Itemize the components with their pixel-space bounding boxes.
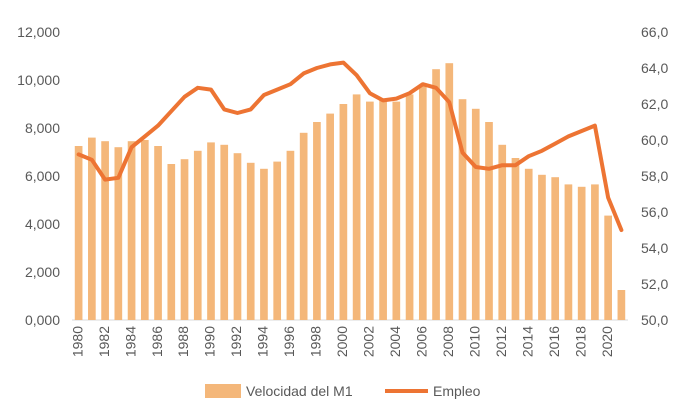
bar-2000 <box>339 104 348 320</box>
y-left-tick-label: 10,000 <box>17 72 60 88</box>
bar-1996 <box>286 150 295 320</box>
y-left-tick-label: 12,000 <box>17 24 60 40</box>
x-axis: 1980 1982 1984 1986 1988 1990 1992 1994 1996 1998… <box>69 326 615 357</box>
bar-2012 <box>498 144 507 320</box>
bar-2018 <box>577 186 586 320</box>
bar-2008 <box>445 63 454 320</box>
legend: Velocidad del M1 Empleo <box>205 383 481 399</box>
bar-1982 <box>101 141 109 320</box>
x-tick-label: 2014 <box>519 326 535 357</box>
bar-2014 <box>524 168 533 320</box>
bar-series-velocidad <box>74 63 626 321</box>
bar-1999 <box>326 113 334 320</box>
bar-2010 <box>471 108 480 320</box>
bar-2019 <box>591 184 599 320</box>
x-tick-label: 2018 <box>572 326 588 357</box>
x-tick-label: 2016 <box>546 326 562 357</box>
y-right-tick-label: 62,0 <box>641 96 668 112</box>
bar-2005 <box>405 94 414 321</box>
bar-1986 <box>154 146 162 320</box>
bar-1987 <box>167 164 176 320</box>
x-tick-label: 1982 <box>96 326 112 357</box>
x-tick-label: 2012 <box>493 326 509 357</box>
y-left-tick-label: 2,000 <box>25 264 60 280</box>
bar-1981 <box>88 137 96 320</box>
bar-1985 <box>140 140 149 320</box>
y-axis-left: 0,000 2,000 4,000 6,000 8,000 10,000 12,000 <box>17 24 60 328</box>
bar-1993 <box>246 162 255 320</box>
x-tick-label: 1996 <box>281 326 297 357</box>
x-tick-label: 2010 <box>466 326 482 357</box>
y-right-tick-label: 60,0 <box>641 132 668 148</box>
x-tick-label: 1992 <box>228 326 244 357</box>
bar-2017 <box>564 184 573 320</box>
bar-2006 <box>418 86 427 320</box>
bar-2016 <box>551 177 560 320</box>
x-tick-label: 2006 <box>414 326 430 357</box>
y-left-tick-label: 8,000 <box>25 120 60 136</box>
x-tick-label: 1990 <box>202 326 218 357</box>
bar-2013 <box>511 158 520 320</box>
bar-2015 <box>538 174 546 320</box>
line-empleo <box>76 60 624 232</box>
bar-2004 <box>392 101 401 320</box>
bar-2003 <box>379 100 387 321</box>
bar-1997 <box>299 132 308 320</box>
y-right-tick-label: 50,0 <box>641 312 668 328</box>
x-tick-label: 1986 <box>149 326 165 357</box>
bar-1989 <box>193 150 202 320</box>
y-right-tick-label: 58,0 <box>641 168 668 184</box>
bar-2001 <box>352 94 361 321</box>
bar-1998 <box>313 122 321 320</box>
x-tick-label: 1994 <box>255 326 271 357</box>
x-tick-label: 2000 <box>334 326 350 357</box>
y-right-tick-label: 54,0 <box>641 240 668 256</box>
y-right-tick-label: 66,0 <box>641 24 668 40</box>
x-tick-label: 2002 <box>361 326 377 357</box>
bar-1991 <box>220 144 229 320</box>
x-tick-label: 2004 <box>387 326 403 357</box>
x-tick-label: 2020 <box>599 326 615 357</box>
bar-1988 <box>180 159 189 320</box>
bar-2002 <box>366 101 374 320</box>
x-tick-label: 1988 <box>175 326 191 357</box>
y-left-tick-label: 4,000 <box>25 216 60 232</box>
y-right-tick-label: 64,0 <box>641 60 668 76</box>
bar-1994 <box>260 168 268 320</box>
legend-label-empleo: Empleo <box>433 383 481 399</box>
bar-2021 <box>617 290 626 320</box>
bar-1980 <box>74 146 83 320</box>
bar-2020 <box>604 215 612 320</box>
x-tick-label: 1998 <box>308 326 324 357</box>
y-left-tick-label: 0,000 <box>25 312 60 328</box>
bar-1983 <box>114 147 123 320</box>
bar-2009 <box>458 99 467 320</box>
bar-1992 <box>233 153 242 320</box>
y-axis-right: 50,0 52,0 54,0 56,0 58,0 60,0 62,0 64,0 66,0 <box>641 24 668 328</box>
x-tick-label: 1980 <box>69 326 85 357</box>
line-series-empleo <box>76 60 624 232</box>
bar-2011 <box>485 122 493 320</box>
x-tick-label: 2008 <box>440 326 456 357</box>
bar-1984 <box>127 141 136 320</box>
legend-label-velocidad: Velocidad del M1 <box>246 383 353 399</box>
y-left-tick-label: 6,000 <box>25 168 60 184</box>
y-right-tick-label: 52,0 <box>641 276 668 292</box>
legend-swatch-velocidad <box>205 384 241 398</box>
y-right-tick-label: 56,0 <box>641 204 668 220</box>
bar-1995 <box>273 161 282 320</box>
bar-2007 <box>432 69 440 320</box>
x-tick-label: 1984 <box>122 326 138 357</box>
bar-1990 <box>207 142 215 320</box>
